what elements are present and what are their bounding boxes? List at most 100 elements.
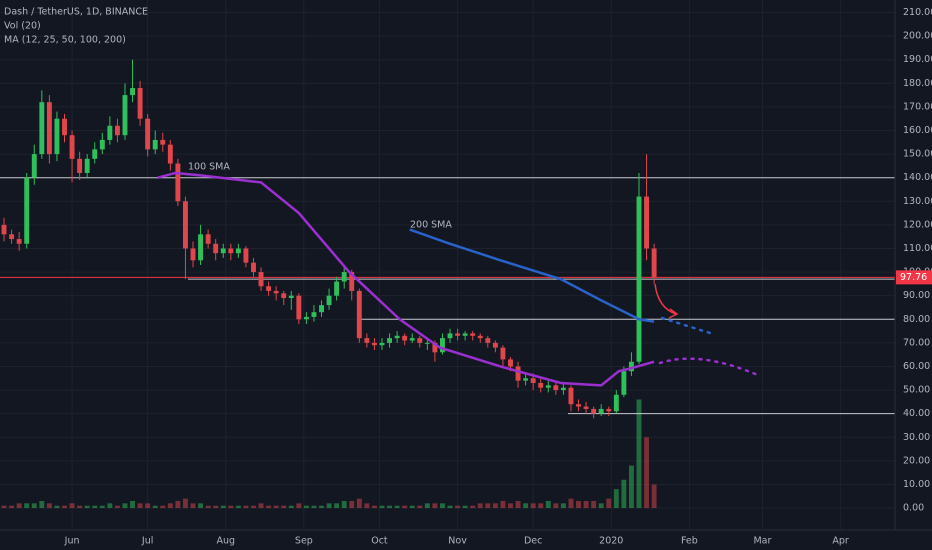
candle-body [281,293,287,299]
volume-bar [508,503,513,509]
ma-label: 200 SMA [410,220,452,231]
candle-body [636,196,642,362]
volume-bar [568,498,574,509]
candle-body [122,95,128,136]
volume-bar [424,503,430,509]
last-price-tag [896,270,932,285]
chart-title: Dash / TetherUS, 1D, BINANCE [4,7,148,18]
x-tick-label: Mar [753,536,771,547]
candle-body [46,102,52,155]
volume-bar [213,505,219,509]
candle-body [651,248,657,278]
volume-layer [1,399,657,509]
volume-bar [515,500,521,509]
volume-bar [251,505,256,509]
volume-bar [198,503,204,509]
x-tick-label: Apr [832,536,849,547]
volume-bar [9,505,15,509]
x-tick-label: 2020 [599,536,623,547]
candle-body [447,333,453,339]
candle-body [371,342,377,346]
y-tick-label: 150.00 [903,149,932,160]
volume-bar [417,505,423,509]
volume-bar [190,503,196,509]
volume-bar [492,503,498,509]
volume-bar [387,505,393,509]
candle-body [508,359,513,367]
volume-bar [235,505,241,509]
volume-bar [46,503,52,509]
candle-body [1,224,7,235]
candle-body [31,154,37,178]
candle-body [84,158,90,173]
candle-body [538,382,544,388]
candle-body [145,118,151,150]
volume-bar [319,505,324,509]
candle-body [266,286,272,291]
volume-bar [24,503,30,509]
candle-body [137,88,143,119]
volume-bar [349,500,355,509]
candle-body [198,234,204,261]
candle-body [296,295,302,320]
candle-body [288,295,294,299]
y-tick-label: 190.00 [903,54,932,65]
candle-body [319,305,324,313]
volume-bar [560,503,566,509]
candle-body [107,125,113,140]
candle-body [606,408,612,412]
last-price-label: 97.76 [900,272,927,283]
volume-bar [107,503,113,509]
y-tick-label: 10.00 [903,479,930,490]
candle-body [9,234,15,240]
volume-bar [538,503,544,509]
y-tick-label: 30.00 [903,432,930,443]
candle-body [130,88,135,96]
y-tick-label: 40.00 [903,408,930,419]
volume-bar [145,503,151,509]
candle-body [553,385,559,391]
candle-body [356,290,362,339]
volume-bar [364,503,370,509]
y-tick-label: 60.00 [903,361,930,372]
volume-bar [470,505,476,509]
x-tick-label: Sep [295,536,313,547]
ma-line [409,228,655,323]
volume-bar [371,505,377,509]
projection-100 [658,357,762,378]
x-tick-label: Aug [216,536,235,547]
volume-bar [175,500,181,509]
volume-bar [379,505,385,509]
volume-bar [432,503,438,509]
ma-layer [157,171,655,387]
candle-body [334,281,340,296]
volume-bar [636,399,642,509]
candle-body [379,342,385,346]
volume-bar [266,505,272,509]
volume-bar [152,505,158,509]
candle-body [545,385,551,388]
volume-bar [545,500,551,509]
x-tick-label: Feb [681,536,698,547]
y-tick-label: 140.00 [903,172,932,183]
volume-bar [644,437,650,509]
indicator-label: MA (12, 25, 50, 100, 200) [4,35,126,46]
candle-body [485,338,491,343]
candle-body [62,118,67,136]
candle-body [167,144,173,164]
volume-bar [606,498,612,509]
candle-body [160,139,166,145]
candle-body [99,139,105,150]
candle-body [92,149,98,159]
candle-body [583,406,589,409]
candle-body [303,316,309,320]
volume-bar [462,505,468,509]
candle-body [77,158,83,173]
volume-bar [341,500,347,509]
volume-bar [205,505,211,509]
volume-bar [598,503,604,509]
volume-bar [523,503,529,509]
candle-body [492,342,498,348]
volume-bar [39,500,45,509]
y-tick-label: 70.00 [903,337,930,348]
